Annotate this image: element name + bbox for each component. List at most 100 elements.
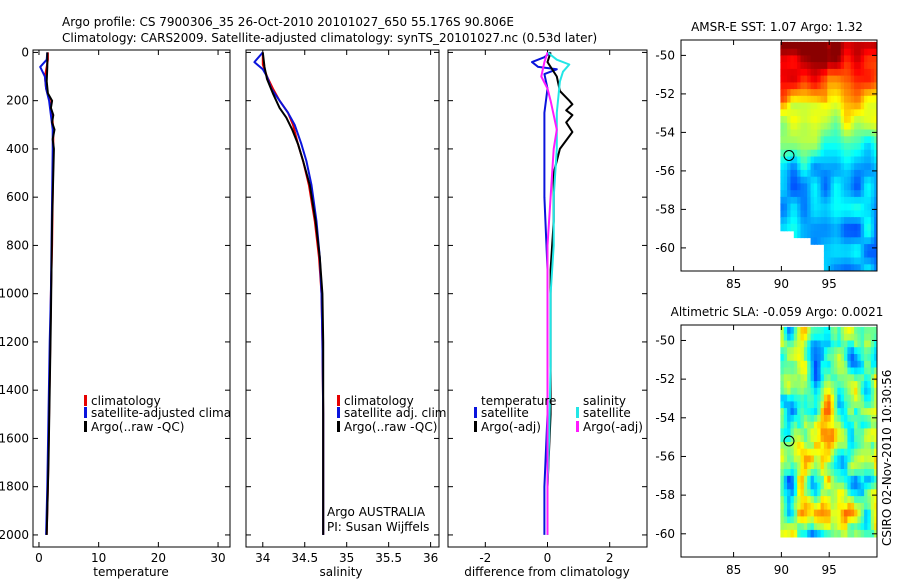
heatmap-cell [874, 203, 877, 212]
heatmap-cell [834, 95, 839, 104]
heatmap-cell [847, 149, 852, 158]
heatmap-cell [864, 469, 869, 477]
heatmap-cell [820, 333, 825, 342]
heatmap-cell [780, 523, 785, 531]
heatmap-cell [834, 401, 839, 409]
heatmap-cell [803, 489, 808, 497]
heatmap-cell [823, 75, 828, 84]
heatmap-cell [834, 82, 839, 90]
heatmap-cell [803, 516, 808, 524]
heatmap-cell [797, 326, 802, 335]
heatmap-cell [810, 116, 815, 124]
heatmap-cell [807, 203, 812, 212]
heatmap-cell [840, 163, 845, 171]
heatmap-cell [807, 408, 812, 416]
heatmap-cell [834, 435, 839, 443]
heatmap-cell [783, 163, 788, 171]
heatmap-cell [780, 326, 785, 335]
heatmap-cell [840, 55, 845, 63]
heatmap-cell [840, 442, 845, 450]
heatmap-cell [827, 129, 832, 137]
heatmap-cell [810, 176, 815, 185]
heatmap-cell [854, 143, 859, 151]
map-x-tick-label: 90 [774, 563, 789, 577]
heatmap-cell [790, 448, 795, 457]
heatmap-cell [840, 435, 845, 443]
heatmap-cell [874, 55, 877, 63]
heatmap-cell [864, 203, 869, 212]
heatmap-cell [854, 244, 859, 252]
heatmap-cell [823, 62, 828, 70]
heatmap-cell [827, 509, 832, 518]
heatmap-cell [857, 250, 862, 259]
heatmap-cell [790, 149, 795, 158]
heatmap-cell [860, 367, 865, 376]
heatmap-cell [820, 102, 825, 111]
heatmap-cell [840, 48, 845, 57]
heatmap-cell [860, 136, 865, 144]
heatmap-cell [793, 230, 798, 239]
heatmap-cell [830, 340, 835, 349]
legend-swatch-sal-argo-adj [576, 421, 579, 432]
heatmap-cell [793, 196, 798, 205]
heatmap-cell [813, 489, 818, 497]
sla-map-title: Altimetric SLA: -0.059 Argo: 0.0021 [671, 305, 884, 319]
heatmap-cell [864, 421, 869, 430]
heatmap-cell [797, 435, 802, 443]
heatmap-cell [837, 176, 842, 185]
heatmap-cell [857, 143, 862, 151]
heatmap-cell [803, 333, 808, 342]
heatmap-cell [844, 129, 849, 137]
heatmap-cell [820, 489, 825, 497]
heatmap-cell [847, 41, 852, 50]
heatmap-cell [820, 509, 825, 518]
heatmap-cell [854, 136, 859, 144]
heatmap-cell [807, 387, 812, 396]
heatmap-cell [840, 414, 845, 423]
heatmap-cell [813, 190, 818, 198]
heatmap-cell [834, 183, 839, 191]
heatmap-cell [797, 489, 802, 497]
heatmap-cell [860, 394, 865, 403]
heatmap-cell [797, 156, 802, 164]
heatmap-cell [844, 217, 849, 225]
heatmap-cell [867, 223, 872, 232]
heatmap-cell [813, 401, 818, 409]
heatmap-cell [787, 109, 792, 117]
heatmap-cell [867, 462, 872, 470]
heatmap-cell [827, 367, 832, 376]
heatmap-cell [830, 455, 835, 464]
heatmap-cell [854, 62, 859, 70]
heatmap-cell [857, 502, 862, 511]
heatmap-cell [783, 129, 788, 137]
heatmap-cell [870, 156, 875, 164]
heatmap-cell [870, 210, 875, 218]
heatmap-cell [830, 203, 835, 212]
heatmap-cell [830, 163, 835, 171]
heatmap-cell [793, 223, 798, 232]
heatmap-cell [844, 374, 849, 382]
heatmap-cell [834, 109, 839, 117]
heatmap-cell [844, 475, 849, 484]
heatmap-cell [870, 347, 875, 355]
heatmap-cell [797, 95, 802, 104]
heatmap-cell [840, 143, 845, 151]
heatmap-cell [823, 529, 828, 538]
heatmap-cell [837, 203, 842, 212]
heatmap-cell [870, 68, 875, 77]
heatmap-cell [830, 414, 835, 423]
heatmap-cell [850, 109, 855, 117]
heatmap-cell [787, 387, 792, 396]
heatmap-cell [800, 482, 805, 491]
heatmap-cell [844, 354, 849, 362]
heatmap-cell [840, 326, 845, 335]
heatmap-cell [797, 82, 802, 90]
heatmap-cell [840, 469, 845, 477]
heatmap-cell [867, 367, 872, 376]
heatmap-cell [823, 95, 828, 104]
heatmap-cell [867, 149, 872, 158]
heatmap-cell [870, 95, 875, 104]
heatmap-cell [793, 367, 798, 376]
heatmap-cell [820, 176, 825, 185]
heatmap-cell [837, 75, 842, 84]
